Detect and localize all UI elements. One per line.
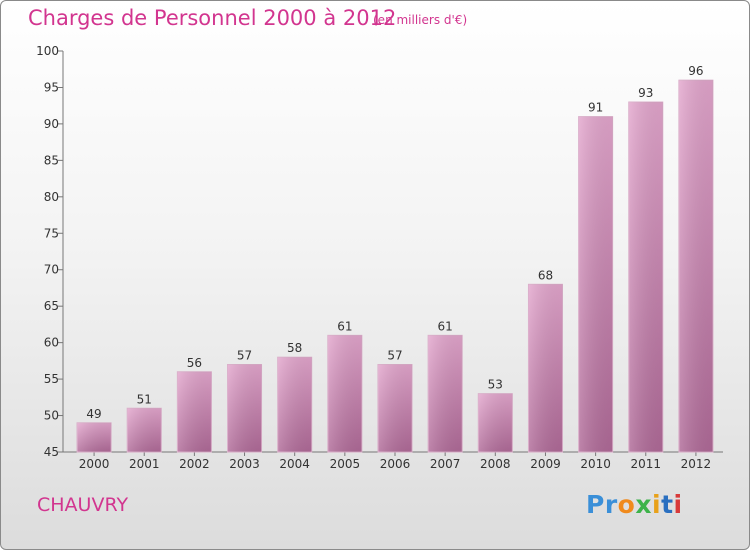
bar-shade xyxy=(127,408,162,452)
bar-value-label: 58 xyxy=(287,341,302,355)
bar-shade xyxy=(277,357,312,452)
bar-value-label: 56 xyxy=(187,356,202,370)
bar-value-label: 57 xyxy=(387,349,402,363)
bar-shade xyxy=(77,422,112,452)
bar-value-label: 61 xyxy=(438,319,453,333)
bar-shade xyxy=(227,364,262,452)
chart-subtitle: (en milliers d'€) xyxy=(373,13,468,27)
y-tick-label: 90 xyxy=(44,117,59,131)
x-tick-label: 2006 xyxy=(380,457,411,471)
x-tick-label: 2005 xyxy=(330,457,361,471)
y-tick-label: 45 xyxy=(44,445,59,459)
bar-value-label: 96 xyxy=(688,64,703,78)
bar-value-label: 93 xyxy=(638,86,653,100)
y-tick-label: 65 xyxy=(44,299,59,313)
x-tick-label: 2000 xyxy=(79,457,110,471)
bar-value-label: 51 xyxy=(137,392,152,406)
y-tick-label: 100 xyxy=(36,44,59,58)
y-tick-label: 80 xyxy=(44,190,59,204)
x-tick-label: 2001 xyxy=(129,457,160,471)
bar-value-label: 57 xyxy=(237,349,252,363)
x-tick-label: 2012 xyxy=(681,457,712,471)
y-tick-label: 95 xyxy=(44,80,59,94)
bar-shade xyxy=(678,80,713,452)
bar-value-label: 91 xyxy=(588,101,603,115)
chart-title: Charges de Personnel 2000 à 2012 xyxy=(28,6,397,30)
bar-value-label: 53 xyxy=(488,378,503,392)
bar-value-label: 49 xyxy=(86,407,101,421)
y-tick-label: 50 xyxy=(44,409,59,423)
bar-shade xyxy=(378,364,412,452)
x-tick-label: 2004 xyxy=(279,457,310,471)
x-tick-label: 2011 xyxy=(630,457,661,471)
x-tick-label: 2002 xyxy=(179,457,210,471)
y-tick-label: 70 xyxy=(44,263,59,277)
bar-shade xyxy=(327,335,362,452)
proxiti-logo: Proxiti xyxy=(586,490,683,519)
y-tick-label: 60 xyxy=(44,336,59,350)
bar-shade xyxy=(478,393,513,452)
bar-shade xyxy=(177,371,212,452)
y-tick-label: 55 xyxy=(44,372,59,386)
x-tick-label: 2010 xyxy=(580,457,611,471)
y-tick-label: 75 xyxy=(44,226,59,240)
bar-shade xyxy=(528,284,563,452)
x-tick-label: 2009 xyxy=(530,457,561,471)
bar-value-label: 68 xyxy=(538,268,553,282)
y-tick-label: 85 xyxy=(44,153,59,167)
bar-shade xyxy=(628,102,663,452)
bar-shade xyxy=(428,335,463,452)
commune-name: CHAUVRY xyxy=(37,494,129,516)
x-tick-label: 2003 xyxy=(229,457,260,471)
x-tick-label: 2007 xyxy=(430,457,461,471)
bar-value-label: 61 xyxy=(337,319,352,333)
x-tick-label: 2008 xyxy=(480,457,511,471)
bar-shade xyxy=(578,116,613,453)
